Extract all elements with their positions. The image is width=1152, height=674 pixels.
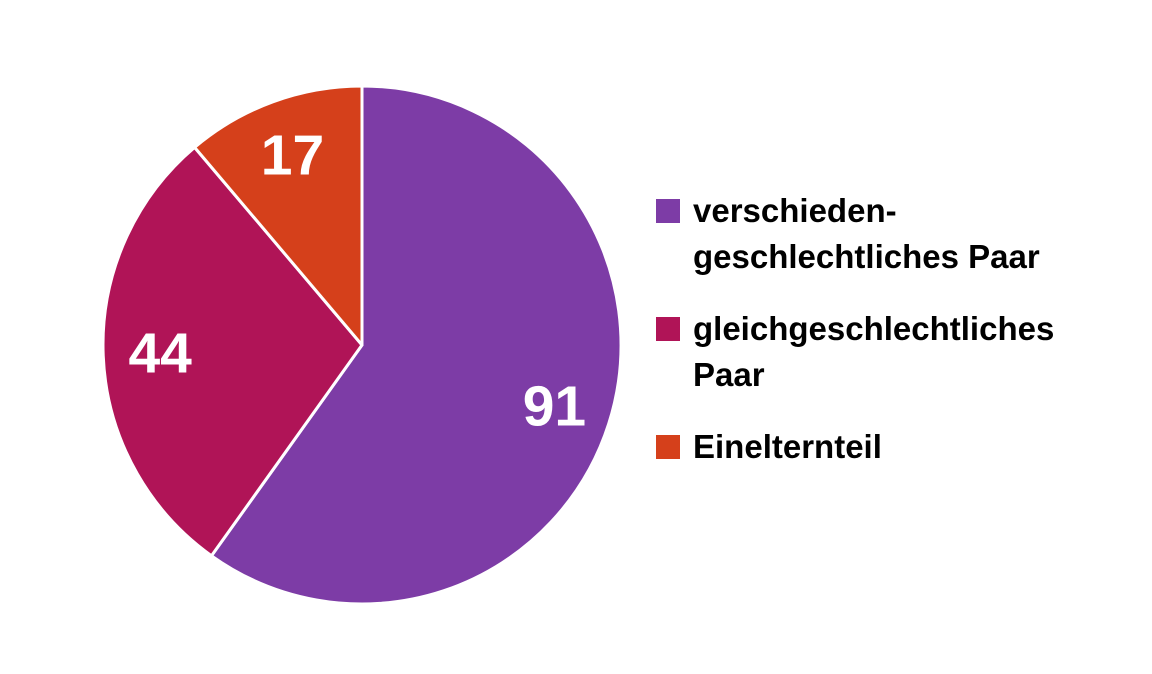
legend-item-label: gleichgeschlechtliches Paar [693, 310, 1055, 393]
pie-slice-2 [101, 145, 364, 558]
legend-item-label: verschieden-geschlechtliches Paar [693, 192, 1040, 275]
legend-item-label: Einelternteil [693, 428, 882, 465]
legend-item-gleichgeschlechtliches-paar: gleichgeschlechtliches Paar [656, 306, 1126, 398]
pie-slice-3 [193, 84, 364, 347]
legend-swatch-icon [656, 317, 680, 341]
legend-item-einelternteil: Einelternteil [656, 424, 1126, 470]
pie-value-label: 17 [261, 123, 324, 187]
pie-slice-1 [210, 84, 623, 606]
legend-item-verschieden-geschlechtliches-paar: verschieden-geschlechtliches Paar [656, 188, 1126, 280]
legend-swatch-icon [656, 435, 680, 459]
pie-value-label: 91 [523, 375, 586, 439]
legend-swatch-icon [656, 199, 680, 223]
pie-value-label: 44 [128, 321, 192, 385]
legend: verschieden-geschlechtliches Paar gleich… [656, 188, 1126, 496]
